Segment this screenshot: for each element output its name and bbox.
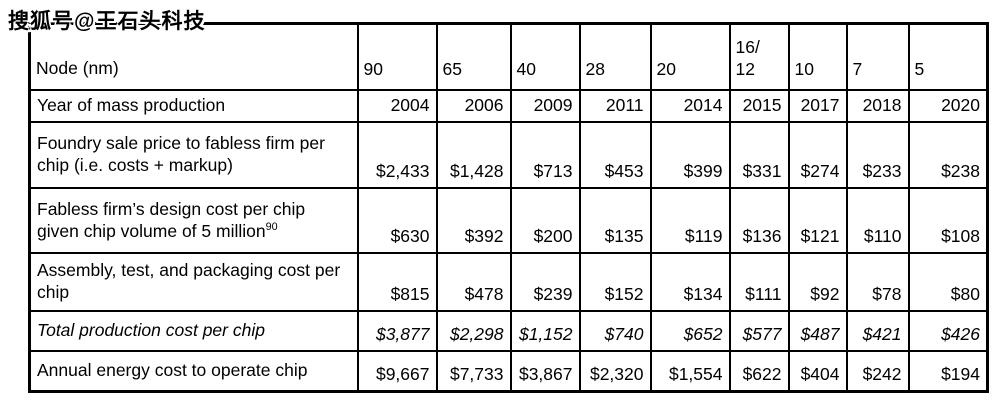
- value-cell: $80: [907, 251, 989, 312]
- row-label-text: Fabless firm’s design cost per chip give…: [37, 198, 306, 241]
- value-cell: $9,667: [356, 349, 438, 393]
- row-label-text: Foundry sale price to fabless firm per c…: [37, 133, 325, 176]
- value-cell: 2011: [578, 88, 652, 123]
- value-cell: $194: [907, 349, 989, 393]
- value-cell: $331: [728, 120, 790, 189]
- value-cell: $815: [356, 251, 438, 312]
- value-cell: 2014: [649, 88, 731, 123]
- table-row: Fabless firm’s design cost per chip give…: [28, 186, 989, 254]
- row-label-text: Assembly, test, and packaging cost per c…: [37, 260, 341, 303]
- value-cell: $1,554: [649, 349, 731, 393]
- value-cell: $392: [435, 186, 512, 254]
- row-label-text: Annual energy cost to operate chip: [37, 360, 308, 381]
- value-cell: $136: [728, 186, 790, 254]
- header-node-cell: 90: [356, 22, 438, 91]
- value-cell: $487: [787, 309, 848, 352]
- value-cell: $7,733: [435, 349, 512, 393]
- value-cell: $239: [509, 251, 581, 312]
- header-node-cell: 40: [509, 22, 581, 91]
- chip-cost-table: Node (nm) 90 65 40 28 20 16/ 12 10 7 5 Year of m…: [28, 22, 989, 394]
- header-node-cell: 16/ 12: [728, 22, 790, 91]
- row-label-cell: Annual energy cost to operate chip: [28, 349, 359, 393]
- header-node-cell: 10: [787, 22, 848, 91]
- header-node-cell: 65: [435, 22, 512, 91]
- row-label-cell: Assembly, test, and packaging cost per c…: [28, 251, 359, 312]
- value-cell: $713: [509, 120, 581, 189]
- footnote-ref: 90: [265, 221, 278, 234]
- value-cell: 2017: [787, 88, 848, 123]
- value-cell: 2004: [356, 88, 438, 123]
- sohu-watermark: 搜狐号@王石头科技: [8, 10, 206, 33]
- value-cell: $111: [728, 251, 790, 312]
- row-label-cell: Fabless firm’s design cost per chip give…: [28, 186, 359, 254]
- row-label-cell: Foundry sale price to fabless firm per c…: [28, 120, 359, 189]
- value-cell: $740: [578, 309, 652, 352]
- value-cell: $652: [649, 309, 731, 352]
- value-cell: $426: [907, 309, 989, 352]
- value-cell: $233: [845, 120, 910, 189]
- value-cell: $121: [787, 186, 848, 254]
- value-cell: $421: [845, 309, 910, 352]
- value-cell: 2009: [509, 88, 581, 123]
- table-row: Total production cost per chip $3,877 $2,2…: [28, 309, 989, 352]
- value-cell: $200: [509, 186, 581, 254]
- table-row: Annual energy cost to operate chip $9,667…: [28, 349, 989, 393]
- value-cell: $622: [728, 349, 790, 393]
- value-cell: $1,152: [509, 309, 581, 352]
- value-cell: $478: [435, 251, 512, 312]
- table-row: Year of mass production 2004 2006 2009 2011 2…: [28, 88, 989, 123]
- header-node-cell: 5: [907, 22, 989, 91]
- value-cell: 2006: [435, 88, 512, 123]
- value-cell: 2018: [845, 88, 910, 123]
- value-cell: $3,877: [356, 309, 438, 352]
- table-row: Foundry sale price to fabless firm per c…: [28, 120, 989, 189]
- value-cell: 2020: [907, 88, 989, 123]
- value-cell: $135: [578, 186, 652, 254]
- value-cell: $577: [728, 309, 790, 352]
- value-cell: $119: [649, 186, 731, 254]
- header-node-cell: 20: [649, 22, 731, 91]
- value-cell: $110: [845, 186, 910, 254]
- value-cell: $92: [787, 251, 848, 312]
- value-cell: $3,867: [509, 349, 581, 393]
- row-label-text: Year of mass production: [37, 95, 226, 115]
- value-cell: $152: [578, 251, 652, 312]
- header-node-cell: 7: [845, 22, 910, 91]
- value-cell: $453: [578, 120, 652, 189]
- value-cell: $399: [649, 120, 731, 189]
- value-cell: $134: [649, 251, 731, 312]
- header-node-cell: 28: [578, 22, 652, 91]
- table-row: Assembly, test, and packaging cost per c…: [28, 251, 989, 312]
- value-cell: $2,433: [356, 120, 438, 189]
- value-cell: 2015: [728, 88, 790, 123]
- value-cell: $2,298: [435, 309, 512, 352]
- header-label-node-nm: Node (nm): [28, 22, 359, 91]
- row-label-text: Total production cost per chip: [37, 320, 265, 341]
- value-cell: $242: [845, 349, 910, 393]
- value-cell: $2,320: [578, 349, 652, 393]
- value-cell: $1,428: [435, 120, 512, 189]
- value-cell: $404: [787, 349, 848, 393]
- header-row: Node (nm) 90 65 40 28 20 16/ 12 10 7 5: [28, 22, 989, 91]
- value-cell: $78: [845, 251, 910, 312]
- row-label-cell: Year of mass production: [28, 88, 359, 123]
- value-cell: $274: [787, 120, 848, 189]
- row-label-cell: Total production cost per chip: [28, 309, 359, 352]
- value-cell: $238: [907, 120, 989, 189]
- table-body: Year of mass production 2004 2006 2009 2011 2…: [28, 88, 989, 393]
- value-cell: $108: [907, 186, 989, 254]
- value-cell: $630: [356, 186, 438, 254]
